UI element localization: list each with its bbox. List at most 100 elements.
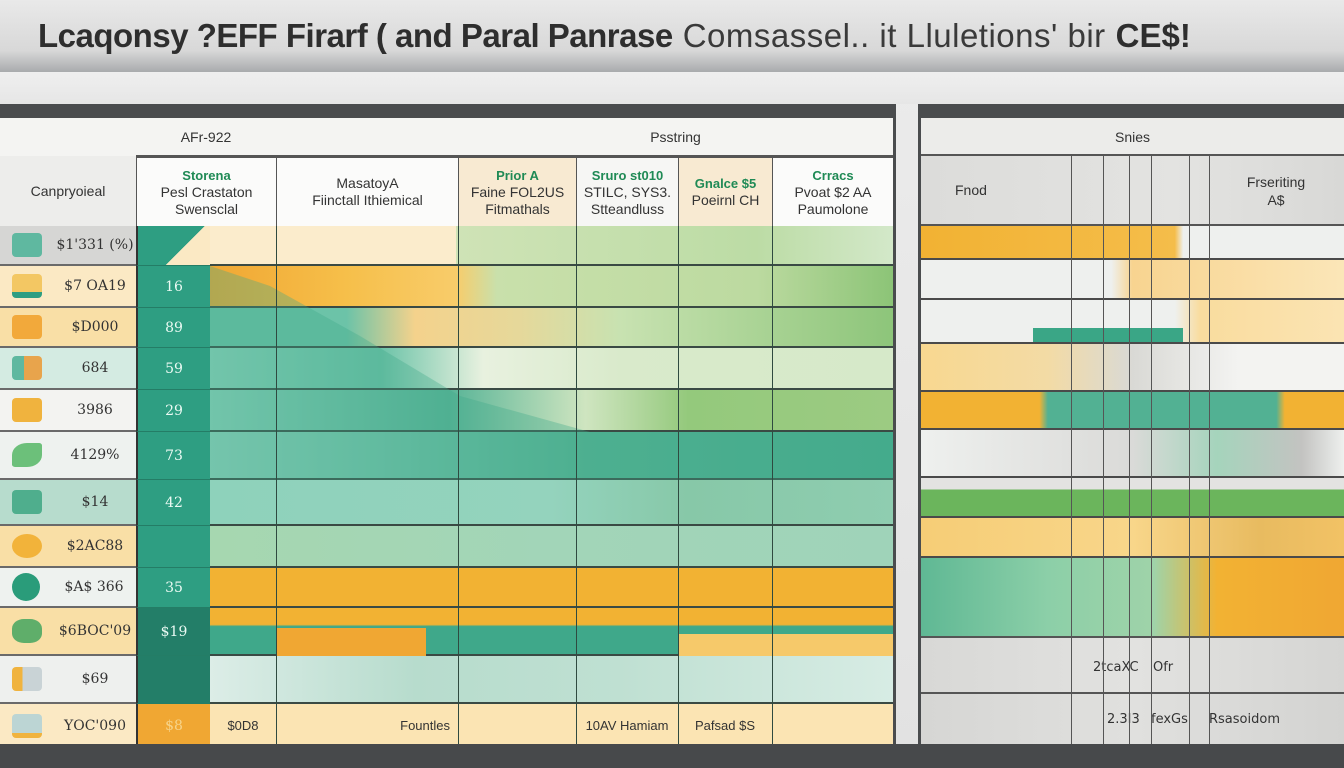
grid-line xyxy=(576,226,577,748)
side-header-right-sub: A$ xyxy=(1267,192,1285,208)
grid-line xyxy=(458,226,459,748)
value-cell xyxy=(136,226,210,266)
value-cell: 59 xyxy=(136,348,210,390)
side-band xyxy=(921,226,1344,260)
side-band xyxy=(921,478,1344,518)
side-grid-line xyxy=(1129,156,1130,748)
row-label[interactable]: $2AC88 xyxy=(0,526,136,568)
header-line: Pvoat $2 AA xyxy=(794,183,872,200)
group-label-right: Psstring xyxy=(650,129,701,145)
side-panel: Snies Fnod Frseriting A$ 2tcaXC Ofr 2.3I… xyxy=(918,104,1344,748)
coin-icon xyxy=(12,534,42,558)
side-header-left[interactable]: Fnod xyxy=(955,182,987,198)
row-label[interactable]: YOC'090 xyxy=(0,704,136,748)
tray-icon xyxy=(12,274,42,298)
row-label-text: $6BOC'09 xyxy=(58,623,132,639)
row-label[interactable]: $D000 xyxy=(0,308,136,348)
side-footer-text: Ofr xyxy=(1153,660,1174,675)
main-table-panel: AFr-922 Psstring Canpryoieal Storena Pes… xyxy=(0,104,896,748)
side-band xyxy=(921,558,1344,638)
value-cell xyxy=(136,656,210,704)
data-row xyxy=(210,432,893,480)
row-label-text: $69 xyxy=(81,671,109,687)
grid-line xyxy=(276,226,277,748)
clock-icon xyxy=(12,573,40,601)
cabbage-icon xyxy=(12,619,42,643)
header-line: Pesl Crastaton xyxy=(160,183,253,200)
column-header-4[interactable]: Sruro st010 STILC, SYS3. Stteandluss xyxy=(576,156,678,226)
header-line: Faine FOL2US xyxy=(470,183,565,200)
data-row xyxy=(210,348,893,390)
row-label[interactable]: 4129% xyxy=(0,432,136,480)
row-header-label: Canpryoieal xyxy=(0,156,136,226)
side-header-right[interactable]: Frseriting xyxy=(1246,174,1306,190)
column-header-2[interactable]: MasatoyA Fiinctall Ithiemical xyxy=(276,156,458,226)
row-label-text: $2AC88 xyxy=(66,538,124,554)
grid-line xyxy=(678,226,679,748)
footer-cell: 10AV Hamiam xyxy=(585,718,669,733)
column-header-6[interactable]: Crracs Pvoat $2 AA Paumolone xyxy=(772,156,893,226)
column-header-5[interactable]: Gnalce $5 Poeirnl CH xyxy=(678,156,772,226)
footer-cell: Fountles xyxy=(400,718,450,733)
data-row xyxy=(210,266,893,308)
row-label[interactable]: $1'331 (%) xyxy=(0,226,136,266)
side-grid-line xyxy=(1103,156,1104,748)
side-band xyxy=(921,260,1344,300)
value-cell: 29 xyxy=(136,390,210,432)
data-row xyxy=(210,608,893,656)
column-header-3[interactable]: Prior A Faine FOL2US Fitmathals xyxy=(458,156,576,226)
row-label[interactable]: $7 OA19 xyxy=(0,266,136,308)
row-label-text: $A$ 366 xyxy=(64,579,124,595)
row-label[interactable]: $69 xyxy=(0,656,136,704)
row-label-text: YOC'090 xyxy=(63,718,126,734)
document-icon xyxy=(12,667,42,691)
data-row xyxy=(210,526,893,568)
title-light: Comsassel.. it Lluletions' bir xyxy=(682,17,1106,54)
book-icon xyxy=(12,356,42,380)
row-label[interactable]: 3986 xyxy=(0,390,136,432)
header-line: Paumolone xyxy=(797,200,869,217)
side-footer-text: fexGs xyxy=(1151,712,1188,727)
row-label-text: $7 OA19 xyxy=(64,278,126,294)
value-cell: 42 xyxy=(136,480,210,526)
subtitle-bar xyxy=(0,72,1344,104)
group-label-left: AFr-922 xyxy=(180,129,232,145)
chart-icon xyxy=(12,315,42,339)
header-tag: Sruro st010 xyxy=(591,167,664,183)
side-band xyxy=(921,518,1344,558)
header-tag: Crracs xyxy=(812,167,854,183)
side-header: Fnod Frseriting A$ xyxy=(921,156,1344,226)
row-label[interactable]: $14 xyxy=(0,480,136,526)
row-label[interactable]: 684 xyxy=(0,348,136,390)
side-band xyxy=(921,392,1344,430)
row-label[interactable]: $A$ 366 xyxy=(0,568,136,608)
data-row xyxy=(210,480,893,526)
data-row xyxy=(210,226,893,266)
value-cell: 16 xyxy=(136,266,210,308)
row-label[interactable]: $6BOC'09 xyxy=(0,608,136,656)
row-label-text: 4129% xyxy=(70,447,120,463)
side-grid-line xyxy=(1151,156,1152,748)
title-bold: Lcaqonsy ?EFF Firarf ( and Paral Panrase xyxy=(38,17,673,54)
data-row xyxy=(210,390,893,432)
header-tag: Prior A xyxy=(496,167,539,183)
row-label-text: $14 xyxy=(81,494,109,510)
column-header-1[interactable]: Storena Pesl Crastaton Swensclal xyxy=(136,156,276,226)
value-cell: $8 xyxy=(136,704,210,748)
bottom-frame xyxy=(0,744,1344,768)
row-label-text: $D000 xyxy=(71,319,119,335)
header-line: Fiinctall Ithiemical xyxy=(312,192,423,208)
header-tag: Gnalce $5 xyxy=(694,176,757,191)
header-line: MasatoyA xyxy=(336,175,399,191)
folder-icon xyxy=(12,233,42,257)
header-line: Swensclal xyxy=(174,200,239,217)
side-band xyxy=(921,430,1344,478)
leaf-icon xyxy=(12,443,42,467)
card-icon xyxy=(12,490,42,514)
side-footer-row: 2tcaXC Ofr xyxy=(921,638,1344,694)
screen-icon xyxy=(12,398,42,422)
side-group-label: Snies xyxy=(921,118,1344,156)
title-end: CE$! xyxy=(1115,17,1191,54)
value-cell: 89 xyxy=(136,308,210,348)
title-banner: Lcaqonsy ?EFF Firarf ( and Paral Panrase… xyxy=(0,0,1344,72)
